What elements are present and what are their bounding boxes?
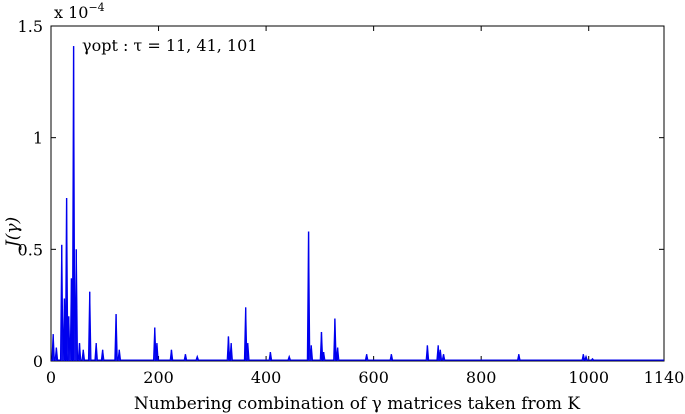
x-tick-labels: 0 200 400 600 800 1000 1140 [46, 368, 684, 387]
y-tick-label: 0 [33, 352, 43, 371]
y-tick-label: 0.5 [18, 240, 43, 259]
y-axis-label: J(γ) [3, 217, 23, 250]
y-tick-label: 1 [33, 129, 43, 148]
x-tick-label: 800 [466, 368, 497, 387]
y-tick-label: 1.5 [18, 17, 43, 36]
y-tick-labels: 0 0.5 1 1.5 [18, 17, 43, 371]
x-tick-label: 0 [46, 368, 56, 387]
x-tick-label: 1000 [568, 368, 609, 387]
x-axis-label: Numbering combination of γ matrices take… [134, 394, 581, 414]
series-line [51, 46, 664, 361]
y-exponent: x 10−4 [54, 1, 105, 22]
x-tick-label: 200 [143, 368, 174, 387]
x-tick-label: 600 [358, 368, 389, 387]
x-tick-label: 1140 [644, 368, 685, 387]
plot-frame [50, 25, 665, 362]
chart-annotation: γopt : τ = 11, 41, 101 [82, 36, 257, 55]
x-tick-label: 400 [251, 368, 282, 387]
peak-marks [52, 46, 594, 361]
